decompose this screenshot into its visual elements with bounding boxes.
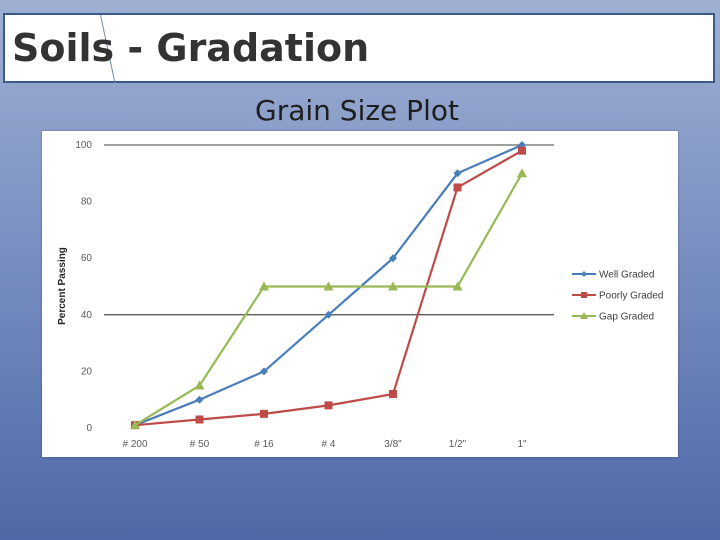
data-point-poorly-graded xyxy=(518,146,526,155)
legend-marker xyxy=(580,312,588,319)
y-tick-label: 20 xyxy=(81,366,93,377)
data-point-well-graded xyxy=(389,254,397,263)
data-point-poorly-graded xyxy=(195,415,204,424)
y-tick-label: 40 xyxy=(81,310,93,321)
series-line-gap-graded xyxy=(134,172,523,427)
data-point-gap-graded xyxy=(194,380,205,390)
data-point-well-graded xyxy=(260,367,268,376)
x-tick-label: 1" xyxy=(517,439,527,450)
legend-label: Well Graded xyxy=(599,270,654,281)
data-point-poorly-graded xyxy=(324,401,333,410)
legend-marker xyxy=(581,271,587,277)
title-bar xyxy=(3,13,715,83)
legend-entry-well-graded: Well Graded xyxy=(572,270,654,281)
x-tick-label: 3/8" xyxy=(384,439,402,450)
chart-subtitle: Grain Size Plot xyxy=(255,94,459,127)
y-axis-label: Percent Passing xyxy=(57,247,68,325)
data-point-gap-graded xyxy=(323,281,334,291)
chart-area: 0 20 40 60 80 100 # 200 # 50 # 16 # 4 3/8" 1/2" 1" … xyxy=(42,131,678,457)
data-point-poorly-graded xyxy=(260,409,268,418)
legend-label: Gap Graded xyxy=(599,312,654,323)
legend-entry-poorly-graded: Poorly Graded xyxy=(572,291,663,302)
data-point-well-graded xyxy=(324,310,333,319)
x-tick-label: # 4 xyxy=(322,439,336,450)
x-tick-label: # 200 xyxy=(122,439,147,450)
x-tick-label: # 50 xyxy=(190,439,210,450)
legend-marker xyxy=(581,292,587,298)
data-point-gap-graded xyxy=(259,281,269,291)
y-tick-label: 100 xyxy=(75,140,92,151)
legend-entry-gap-graded: Gap Graded xyxy=(572,312,654,323)
y-tick-label: 0 xyxy=(86,423,92,434)
legend-label: Poorly Graded xyxy=(599,291,663,302)
y-tick-label: 80 xyxy=(81,197,93,208)
x-tick-label: 1/2" xyxy=(449,439,467,450)
slide-title: Soils - Gradation xyxy=(12,26,370,70)
data-point-gap-graded xyxy=(130,420,140,430)
x-tick-label: # 16 xyxy=(254,439,274,450)
series-gap-graded xyxy=(130,168,527,430)
data-point-gap-graded xyxy=(388,281,398,291)
data-point-poorly-graded xyxy=(389,390,397,399)
y-tick-label: 60 xyxy=(81,253,93,264)
data-point-gap-graded xyxy=(517,168,527,178)
data-point-poorly-graded xyxy=(453,183,462,192)
data-point-well-graded xyxy=(195,395,204,404)
data-point-gap-graded xyxy=(452,281,463,291)
data-point-well-graded xyxy=(453,169,462,178)
series-well-graded xyxy=(131,141,526,430)
